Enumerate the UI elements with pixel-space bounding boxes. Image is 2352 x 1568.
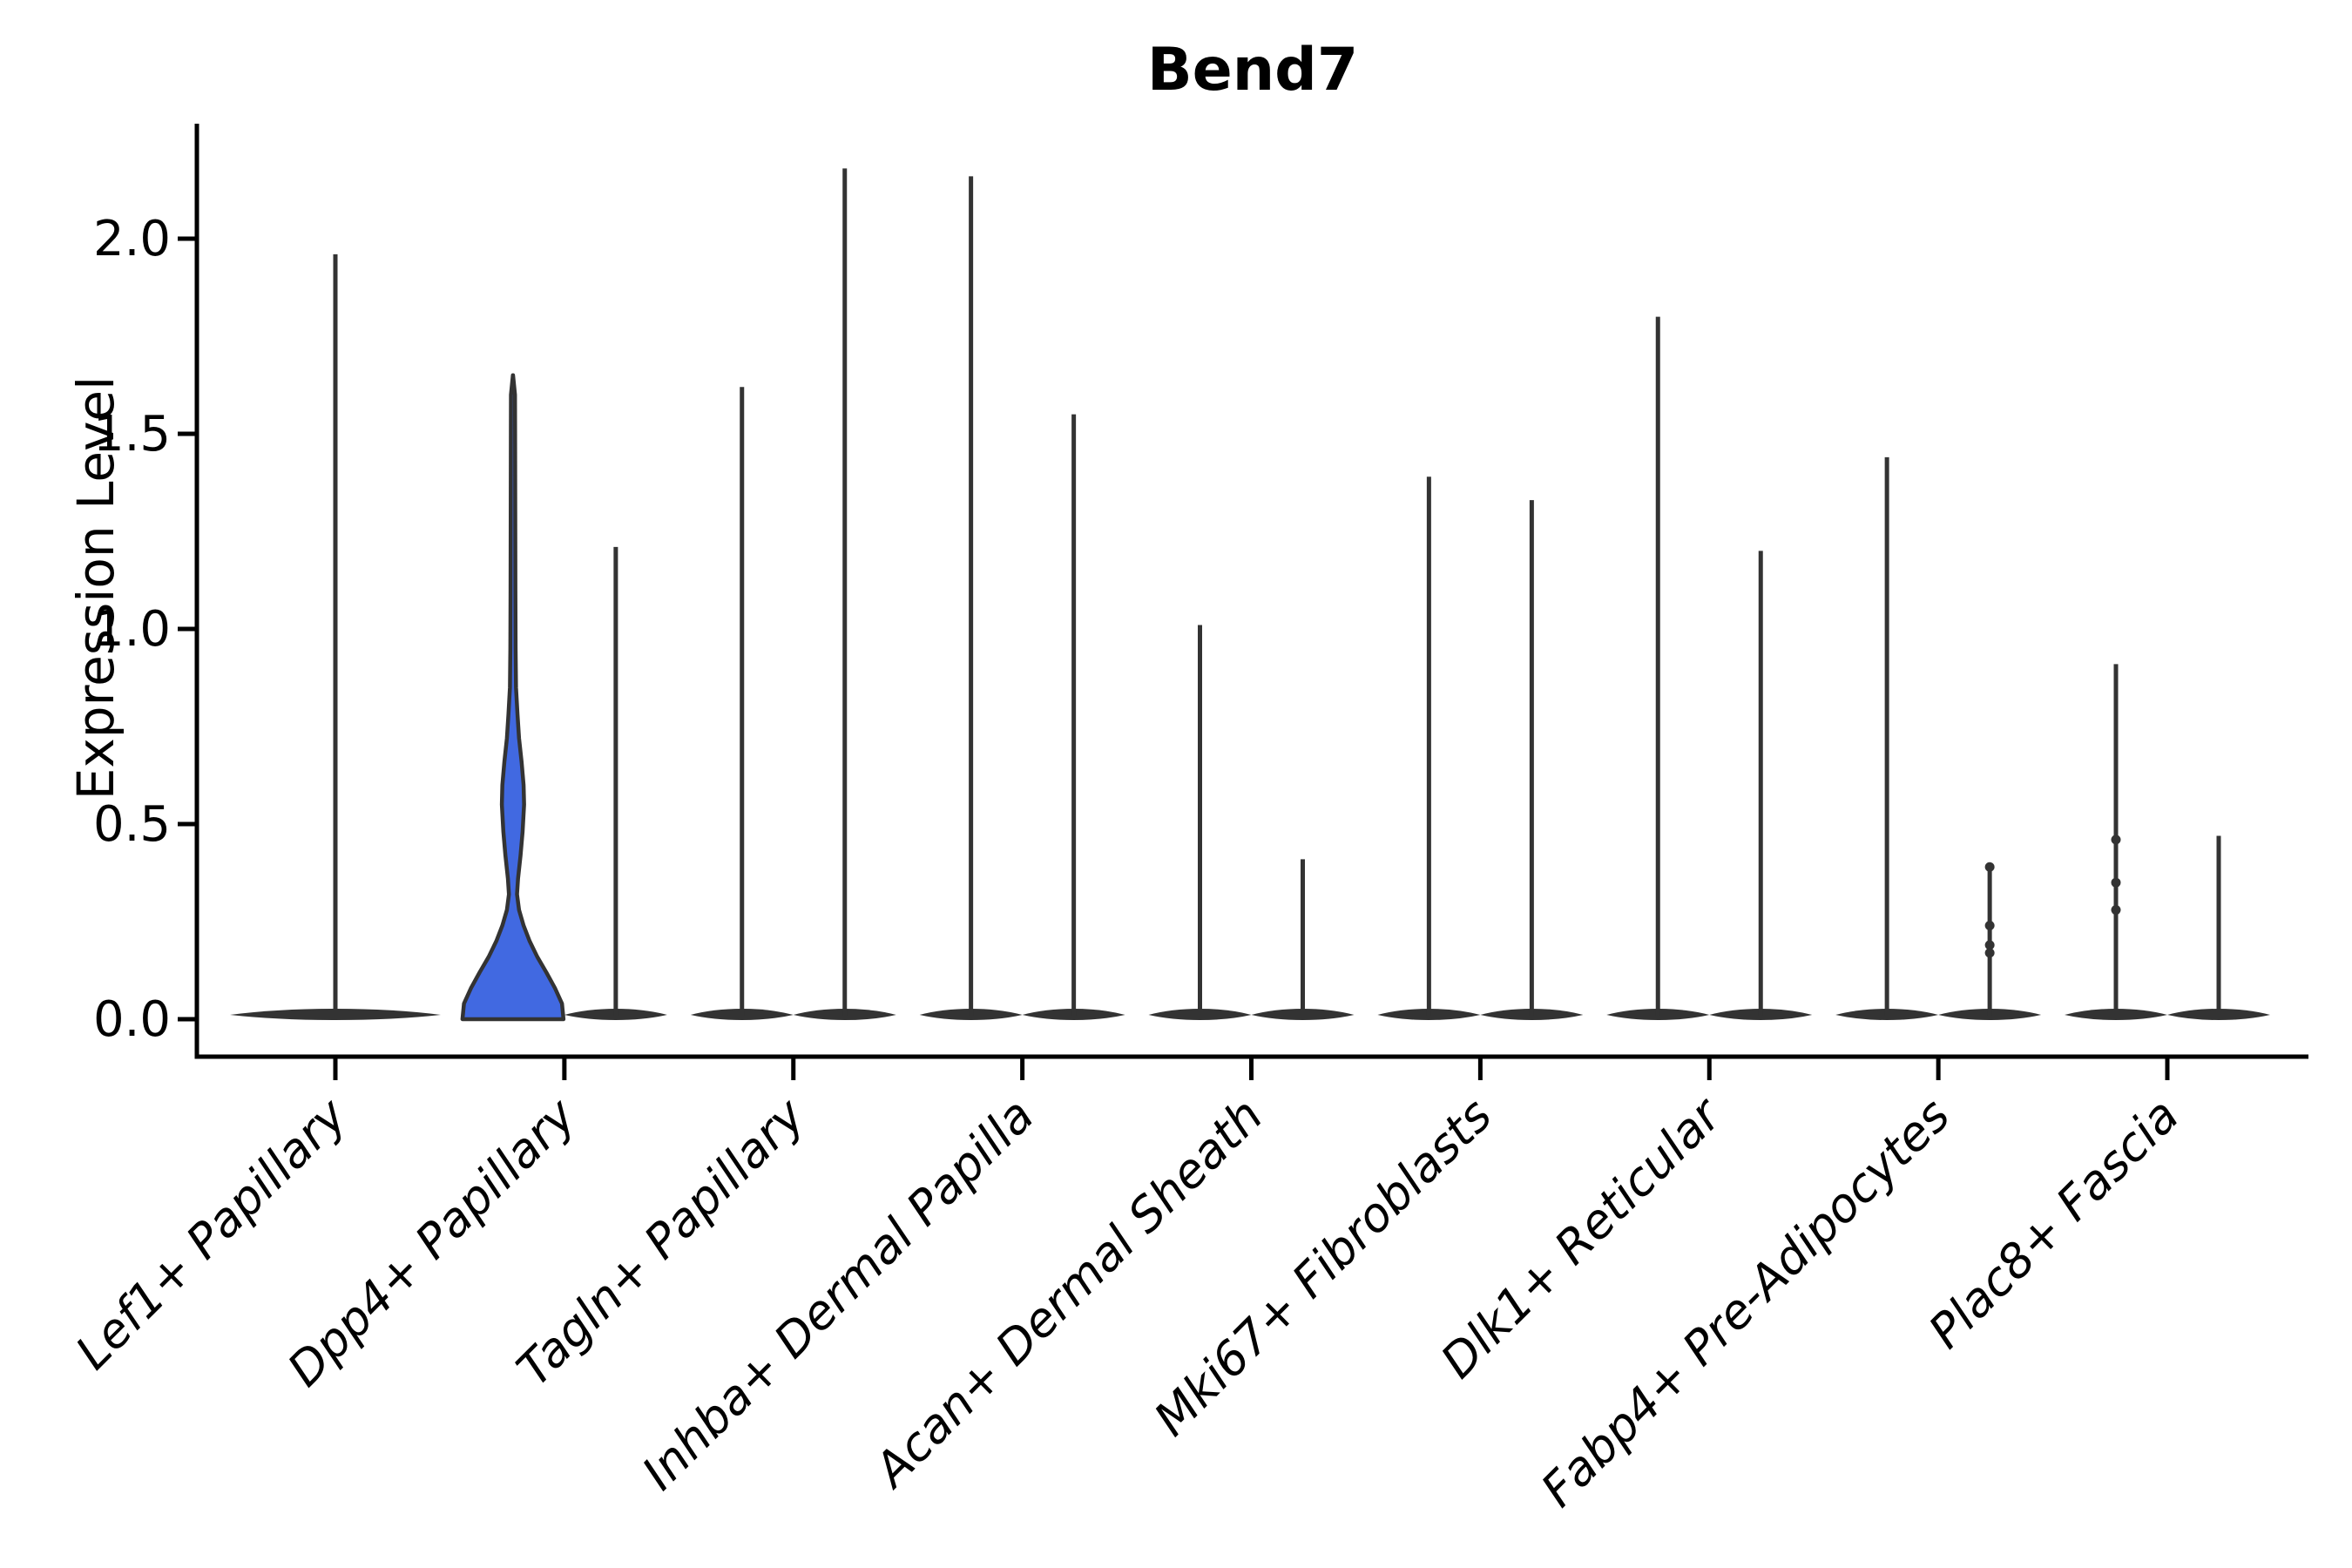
y-tick-label-1.5: 1.5 [93, 406, 171, 463]
x-tick-label-plac8-fascia: Plac8+ Fascia [1918, 1088, 2189, 1359]
x-tick-label-fabp4-pre-adipocytes: Fabp4+ Pre-Adipocytes [1531, 1088, 1960, 1517]
data-point-fabp4-pre-adipocytes-right-1 [1984, 920, 1995, 930]
violin-body-dpp4-papillary-left [460, 373, 566, 1022]
data-point-fabp4-pre-adipocytes-right-2 [1984, 940, 1995, 950]
data-point-fabp4-pre-adipocytes-right-3 [1984, 948, 1995, 958]
y-tick-label-1.0: 1.0 [93, 601, 171, 658]
y-tick-label-0.5: 0.5 [93, 796, 171, 853]
x-tick-label-inhba-dermal-papilla: Inhba+ Dermal Papilla [632, 1088, 1044, 1501]
y-tick-label-2.0: 2.0 [93, 211, 171, 267]
violins-layer [230, 168, 2270, 1022]
data-point-plac8-fascia-left-1 [2111, 877, 2121, 888]
y-axis-label: Expression Level [66, 376, 125, 800]
data-point-plac8-fascia-left-2 [2111, 905, 2121, 916]
data-point-plac8-fascia-left-0 [2111, 835, 2121, 845]
chart-title: Bend7 [1147, 36, 1358, 105]
data-point-fabp4-pre-adipocytes-right-0 [1984, 862, 1995, 872]
x-tick-label-acan-dermal-sheath: Acan+ Dermal Sheath [862, 1088, 1274, 1499]
y-tick-label-0.0: 0.0 [93, 991, 171, 1048]
